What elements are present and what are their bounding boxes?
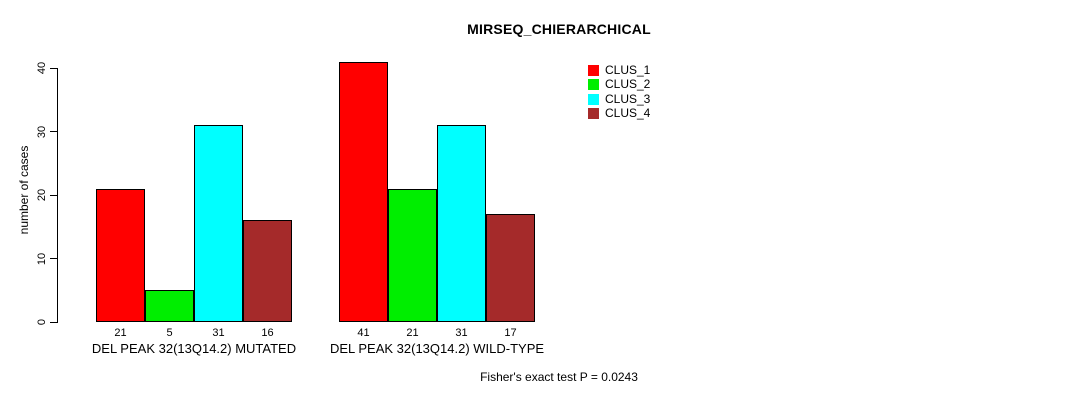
chart-title: MIRSEQ_CHIERARCHICAL: [467, 21, 651, 37]
y-tick-label: 20: [36, 188, 48, 202]
legend-swatch-icon: [588, 79, 599, 91]
y-tick-mark: [50, 258, 58, 259]
y-tick-mark: [50, 131, 58, 132]
bar-clus_3-group2: [437, 125, 486, 322]
legend-label: CLUS_1: [605, 63, 651, 77]
legend-label: CLUS_2: [605, 77, 651, 92]
bar-clus_2-group2: [388, 188, 437, 322]
category-label: DEL PEAK 32(13Q14.2) WILD-TYPE: [329, 341, 545, 356]
legend-swatch-icon: [588, 93, 599, 105]
bar-value-label: 5: [166, 327, 173, 339]
legend-swatch-icon: [588, 108, 599, 120]
y-axis-line: [57, 68, 58, 323]
bar-value-label: 31: [212, 327, 225, 339]
legend-label: CLUS_3: [605, 91, 651, 106]
bar-value-label: 31: [455, 327, 468, 339]
y-tick-mark: [50, 67, 58, 69]
bar-clus_3-group1: [194, 125, 243, 322]
bar-value-label: 21: [114, 327, 127, 339]
bar-value-label: 16: [261, 327, 274, 339]
y-tick-label: 30: [36, 125, 48, 138]
fisher-test-annotation: Fisher's exact test P = 0.0243: [480, 370, 638, 384]
y-tick-mark: [50, 194, 58, 196]
bar-value-label: 17: [504, 327, 517, 339]
bar-clus_1-group2: [339, 61, 388, 322]
category-label: DEL PEAK 32(13Q14.2) MUTATED: [91, 341, 297, 356]
bar-value-label: 21: [406, 327, 419, 339]
y-tick-label: 10: [36, 252, 48, 265]
y-tick-label: 40: [36, 61, 48, 75]
bar-clus_4-group2: [486, 214, 535, 322]
legend-swatch-icon: [588, 65, 599, 76]
bar-clus_2-group1: [145, 290, 194, 322]
y-tick-label: 0: [36, 318, 48, 326]
y-tick-mark: [50, 321, 58, 323]
bar-value-label: 41: [357, 327, 370, 339]
bar-clus_4-group1: [243, 220, 292, 322]
legend-label: CLUS_4: [605, 106, 651, 121]
y-axis-label: number of cases: [17, 145, 31, 235]
bar-clus_1-group1: [96, 188, 145, 322]
